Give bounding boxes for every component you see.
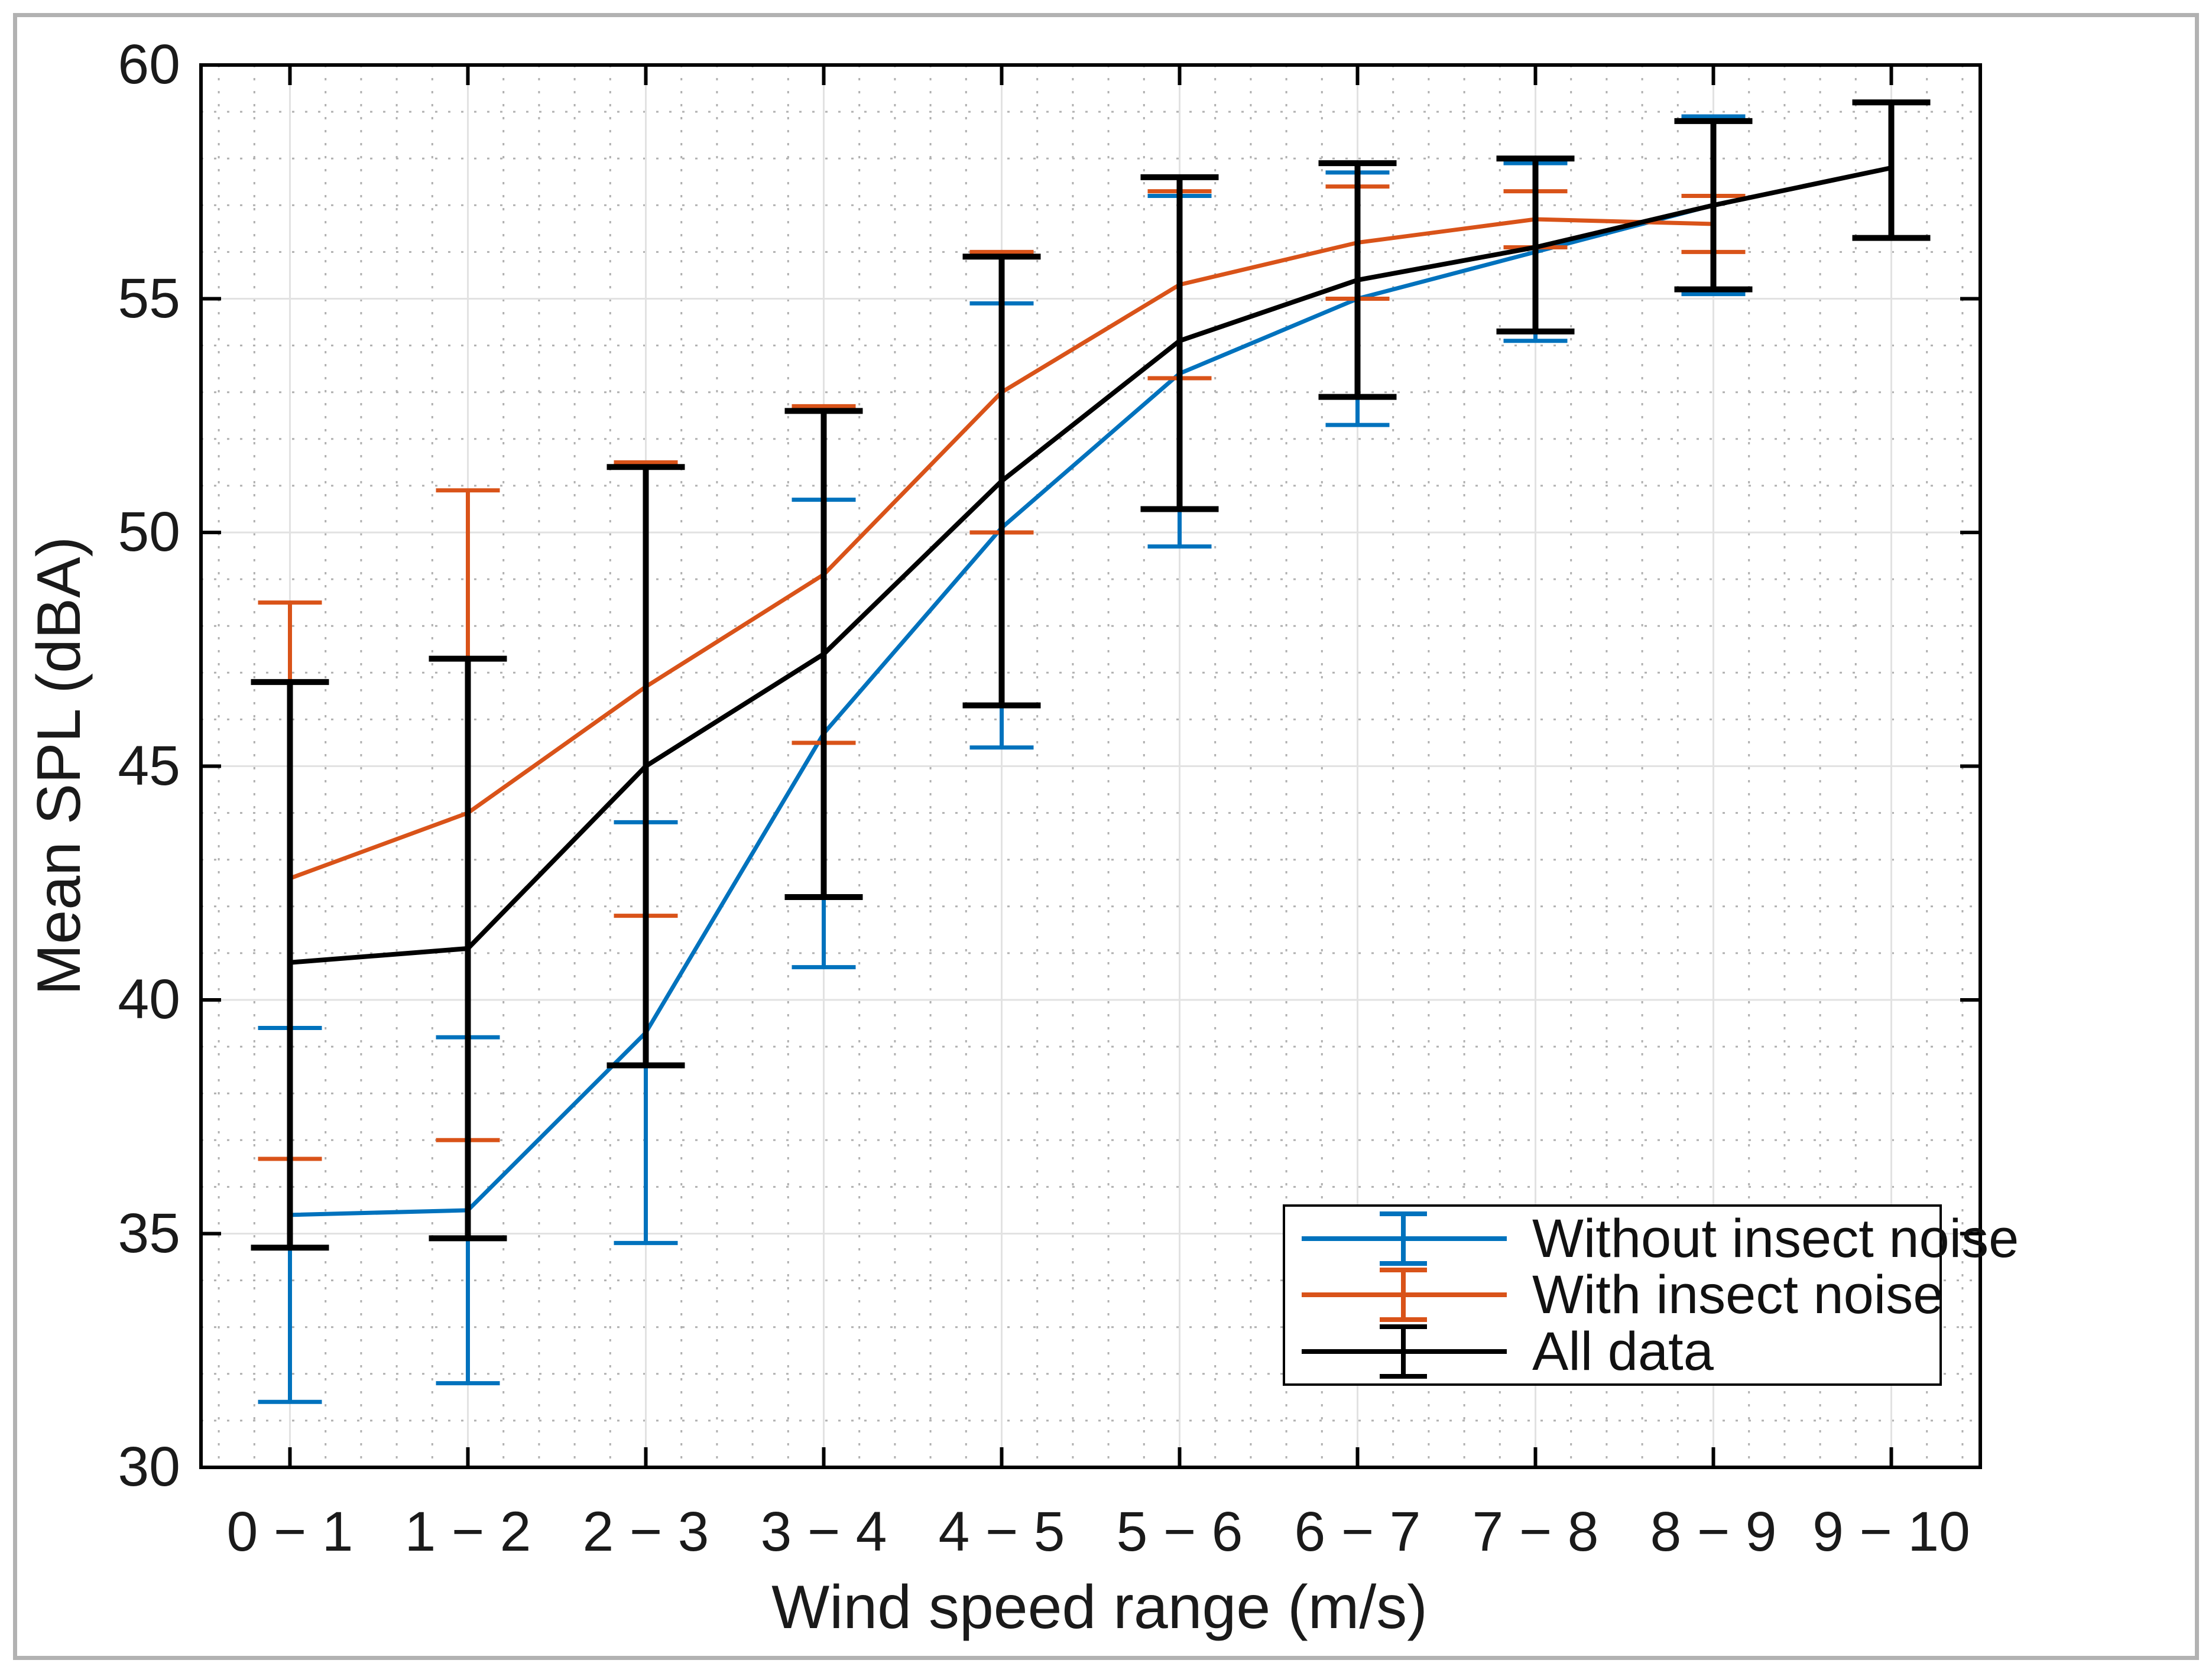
y-tick-label: 40 [118, 968, 180, 1031]
x-tick-label: 5 − 6 [1116, 1500, 1243, 1563]
errorbar-glyph-icon [1302, 1268, 1507, 1323]
legend-label: Without insect noise [1532, 1208, 2019, 1269]
errorbar-glyph-icon [1302, 1324, 1507, 1379]
y-tick-label: 45 [118, 734, 180, 797]
x-axis-title: Wind speed range (m/s) [771, 1573, 1428, 1642]
x-tick-label: 6 − 7 [1294, 1500, 1421, 1563]
x-tick-label: 0 − 1 [226, 1500, 353, 1563]
x-tick-label: 3 − 4 [760, 1500, 887, 1563]
y-tick-label: 60 [118, 33, 180, 96]
series-all-data [251, 99, 1931, 1251]
x-tick-label: 8 − 9 [1650, 1500, 1777, 1563]
x-tick-label: 4 − 5 [938, 1500, 1065, 1563]
legend-item-all-data: All data [1285, 1324, 1939, 1379]
y-tick-label: 55 [118, 267, 180, 330]
x-tick-label: 1 − 2 [404, 1500, 531, 1563]
x-tick-label: 7 − 8 [1472, 1500, 1599, 1563]
legend: Without insect noise With insect noise A… [1283, 1204, 2019, 1386]
legend-item-with-insect-noise: With insect noise [1285, 1268, 1943, 1323]
legend-label: All data [1532, 1321, 1714, 1382]
axes-box [199, 63, 1982, 1469]
y-axis-title: Mean SPL (dBA) [25, 536, 93, 996]
legend-item-without-insect-noise: Without insect noise [1285, 1211, 2019, 1266]
y-tick-label: 35 [118, 1201, 180, 1265]
y-tick-label: 30 [118, 1435, 180, 1498]
legend-label: With insect noise [1532, 1265, 1944, 1326]
errorbar-glyph-icon [1302, 1211, 1507, 1266]
y-tick-label: 50 [118, 501, 180, 563]
x-tick-label: 2 − 3 [582, 1500, 709, 1563]
x-tick-label: 9 − 10 [1812, 1500, 1970, 1563]
series-line-all-data [290, 165, 1892, 965]
